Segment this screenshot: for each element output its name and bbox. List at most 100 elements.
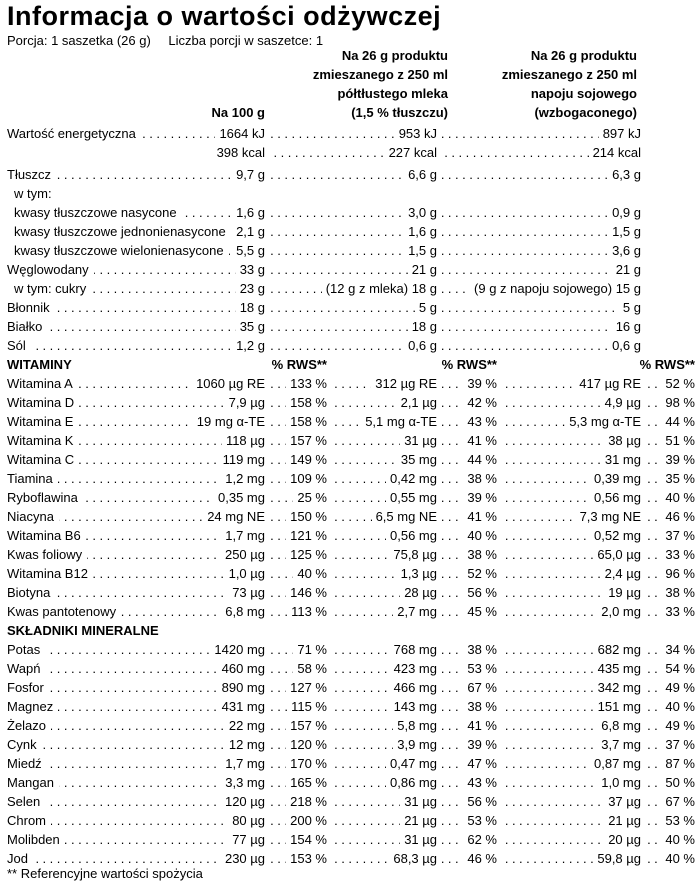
value-soy: 65,0 µg xyxy=(593,545,645,564)
nutrient-row: Witamina E 19 mg α-TE 158 % 5,1 mg α-TE 43 %… xyxy=(0,412,700,431)
value-per-100g: 118 µg xyxy=(221,431,269,450)
rws-per-100g: 125 % xyxy=(286,545,331,564)
col-header-milk: Na 26 g produktu zmieszanego z 250 ml pó… xyxy=(313,46,448,122)
rws-per-100g: 120 % xyxy=(286,735,331,754)
value-per-100g: 398 kcal xyxy=(212,143,269,162)
rws-soy: 46 % xyxy=(661,507,699,526)
value-soy: 31 mg xyxy=(600,450,645,469)
value-soy: 21 g xyxy=(611,260,645,279)
nutrient-row: Błonnik 18 g 5 g 5 g xyxy=(0,298,700,317)
value-soy: 435 mg xyxy=(593,659,645,678)
value-per-100g: 35 g xyxy=(235,317,269,336)
value-soy: 6,3 g xyxy=(608,165,645,184)
value-per-100g: 0,35 mg xyxy=(214,488,269,507)
rws-soy: 87 % xyxy=(661,754,699,773)
rws-milk: 41 % xyxy=(463,431,501,450)
rws-per-100g: 157 % xyxy=(286,716,331,735)
nutrient-label: Witamina E xyxy=(0,412,79,431)
value-milk: 28 µg xyxy=(400,583,441,602)
nutrient-row: Witamina B12 1,0 µg 40 % 1,3 µg 52 % 2,4 µg 96… xyxy=(0,564,700,583)
nutrient-row: w tym: cukry 23 g (12 g z mleka) 18 g (9 g … xyxy=(0,279,700,298)
rws-milk: 38 % xyxy=(463,545,501,564)
rws-milk: 38 % xyxy=(463,697,501,716)
value-soy: 5,3 mg α-TE xyxy=(565,412,645,431)
nutrient-row: Selen 120 µg 218 % 31 µg 56 % 37 µg 67 % xyxy=(0,792,700,811)
nutrient-row: Tiamina 1,2 mg 109 % 0,42 mg 38 % 0,39 mg 35 % xyxy=(0,469,700,488)
nutrient-label: Wapń xyxy=(0,659,46,678)
nutrient-row: Witamina B6 1,7 mg 121 % 0,56 mg 40 % 0,52 mg… xyxy=(0,526,700,545)
value-soy: 2,4 µg xyxy=(600,564,645,583)
rws-soy: 98 % xyxy=(661,393,699,412)
value-per-100g: 1,7 mg xyxy=(221,754,269,773)
rws-per-100g: 149 % xyxy=(286,450,331,469)
rws-soy: 40 % xyxy=(661,830,699,849)
nutrient-label: Mangan xyxy=(0,773,59,792)
value-milk: 0,42 mg xyxy=(386,469,441,488)
value-soy: 682 mg xyxy=(593,640,645,659)
nutrient-label: Wartość energetyczna xyxy=(0,124,141,143)
rws-per-100g: 200 % xyxy=(286,811,331,830)
rws-per-100g: 165 % xyxy=(286,773,331,792)
nutrient-row: Węglowodany 33 g 21 g 21 g xyxy=(0,260,700,279)
value-milk: 1,6 g xyxy=(404,222,441,241)
nutrient-label: Witamina K xyxy=(0,431,79,450)
nutrient-label: Cynk xyxy=(0,735,42,754)
value-milk: 953 kJ xyxy=(394,124,441,143)
rws-soy: 39 % xyxy=(661,450,699,469)
value-milk: 768 mg xyxy=(389,640,441,659)
value-soy: 6,8 mg xyxy=(597,716,645,735)
nutrient-row: Sól 1,2 g 0,6 g 0,6 g xyxy=(0,336,700,355)
nutrient-label: Niacyna xyxy=(0,507,59,526)
nutrient-label: kwasy tłuszczowe nasycone xyxy=(0,203,182,222)
value-soy: 0,56 mg xyxy=(590,488,645,507)
value-milk: 68,3 µg xyxy=(389,849,441,868)
nutrient-row: Białko 35 g 18 g 16 g xyxy=(0,317,700,336)
rws-milk: 62 % xyxy=(463,830,501,849)
value-soy: 0,6 g xyxy=(608,336,645,355)
rws-milk: 56 % xyxy=(463,792,501,811)
value-per-100g: 3,3 mg xyxy=(221,773,269,792)
value-per-100g: 119 mg xyxy=(218,450,269,469)
value-milk: 0,86 mg xyxy=(386,773,441,792)
rws-per-100g: 154 % xyxy=(286,830,331,849)
rws-per-100g: 40 % xyxy=(293,564,331,583)
page-title: Informacja o wartości odżywczej xyxy=(7,1,442,31)
nutrient-row: Jod 230 µg 153 % 68,3 µg 46 % 59,8 µg 40 % xyxy=(0,849,700,868)
value-soy: 342 mg xyxy=(593,678,645,697)
rws-per-100g: 133 % xyxy=(286,374,331,393)
value-milk: 6,6 g xyxy=(404,165,441,184)
rws-milk: 44 % xyxy=(463,450,501,469)
rws-milk: 56 % xyxy=(463,583,501,602)
rws-soy: 54 % xyxy=(661,659,699,678)
nutrient-label: Witamina D xyxy=(0,393,80,412)
value-soy: 1,0 mg xyxy=(597,773,645,792)
rws-milk: 53 % xyxy=(463,659,501,678)
value-soy: 21 µg xyxy=(604,811,645,830)
rws-milk: 41 % xyxy=(463,716,501,735)
rws-soy: 51 % xyxy=(661,431,699,450)
rws-soy: 49 % xyxy=(661,678,699,697)
nutrient-row: Wapń 460 mg 58 % 423 mg 53 % 435 mg 54 % xyxy=(0,659,700,678)
nutrient-label: Witamina A xyxy=(0,374,78,393)
nutrient-label: Ryboflawina xyxy=(0,488,83,507)
value-milk: 6,5 mg NE xyxy=(371,507,441,526)
rws-per-100g: 153 % xyxy=(286,849,331,868)
value-soy: 0,87 mg xyxy=(590,754,645,773)
rws-soy: 40 % xyxy=(661,697,699,716)
nutrient-row: Witamina K 118 µg 157 % 31 µg 41 % 38 µg 51 % xyxy=(0,431,700,450)
value-soy: 38 µg xyxy=(604,431,645,450)
value-per-100g: 1664 kJ xyxy=(215,124,269,143)
nutrient-label: Tiamina xyxy=(0,469,58,488)
rws-per-100g: 170 % xyxy=(286,754,331,773)
value-milk: 5 g xyxy=(414,298,441,317)
rws-soy: 37 % xyxy=(661,735,699,754)
rws-soy: 53 % xyxy=(661,811,699,830)
nutrient-label: w tym: xyxy=(0,184,57,203)
nutrient-row: Wartość energetyczna 1664 kJ 953 kJ 897 kJ xyxy=(0,124,700,143)
value-soy: 4,9 µg xyxy=(600,393,645,412)
nutrient-row: Biotyna 73 µg 146 % 28 µg 56 % 19 µg 38 % xyxy=(0,583,700,602)
value-soy: 3,6 g xyxy=(608,241,645,260)
value-soy: 20 µg xyxy=(604,830,645,849)
rws-milk: 52 % xyxy=(463,564,501,583)
